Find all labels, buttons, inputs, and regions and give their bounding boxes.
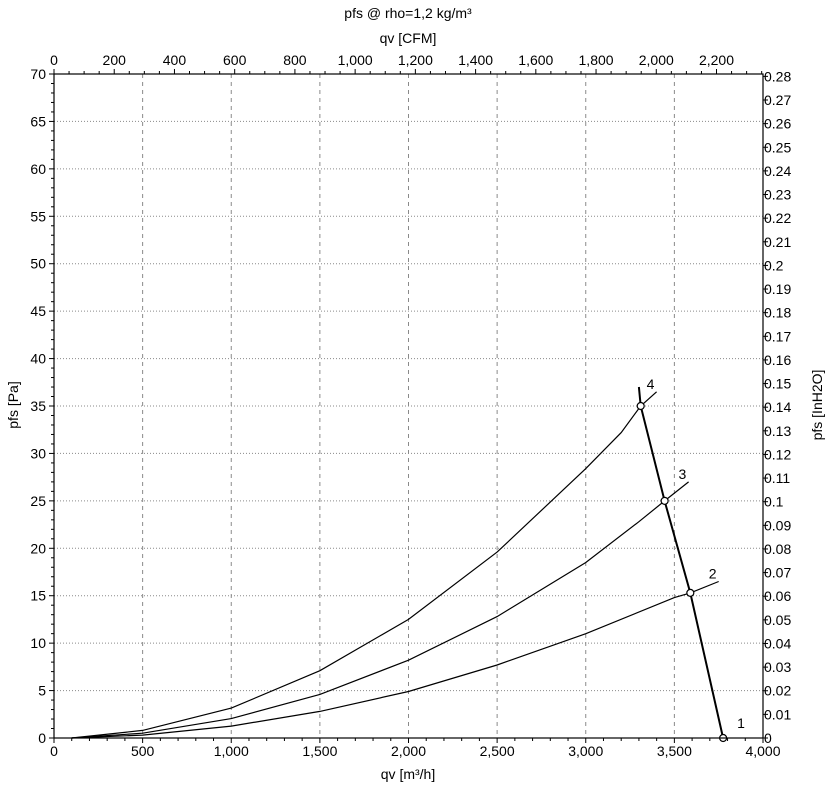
y-left-tick-label: 65	[30, 113, 46, 129]
y-right-tick-label: 0	[764, 730, 772, 746]
x-top-tick-label: 600	[223, 52, 247, 68]
x-top-tick-label: 200	[103, 52, 127, 68]
y-left-tick-label: 10	[30, 635, 46, 651]
top-x-axis-title: qv [CFM]	[380, 30, 437, 46]
y-right-tick-label: 0.15	[764, 376, 791, 392]
y-right-tick-label: 0.13	[764, 423, 791, 439]
y-right-tick-label: 0.11	[764, 470, 790, 486]
x-top-tick-label: 1,400	[458, 52, 493, 68]
y-right-tick-label: 0.22	[764, 210, 791, 226]
operating-points	[636, 401, 728, 743]
curve-label-4: 4	[647, 376, 655, 392]
y-left-tick-label: 5	[38, 683, 46, 699]
x-top-tick-label: 1,600	[518, 52, 553, 68]
operating-point-4	[636, 401, 645, 411]
x-top-tick-label: 1,800	[579, 52, 614, 68]
y-right-tick-label: 0.27	[764, 92, 791, 108]
y-left-tick-label: 30	[30, 445, 46, 461]
y-right-tick-label: 0.26	[764, 116, 791, 132]
y-left-tick-label: 20	[30, 540, 46, 556]
y-right-tick-label: 0.03	[764, 659, 791, 675]
y-left-tick-label: 55	[30, 208, 46, 224]
system-curve-3	[71, 481, 689, 739]
operating-line-group: 1	[637, 386, 745, 739]
y-left-tick-label: 45	[30, 303, 46, 319]
y-right-tick-label: 0.12	[764, 446, 791, 462]
y-right-tick-label: 0.02	[764, 683, 791, 699]
y-left-tick-label: 50	[30, 256, 46, 272]
x-top-tick-label: 0	[50, 52, 58, 68]
x-top-tick-label: 2,000	[639, 52, 674, 68]
y-right-tick-label: 0.07	[764, 565, 791, 581]
x-bottom-tick-label: 4,000	[745, 743, 780, 759]
x-bottom-tick-label: 3,000	[568, 743, 603, 759]
system-curves: 2 3 4	[71, 376, 719, 739]
curve-label-2: 2	[709, 565, 717, 581]
operating-line	[637, 386, 725, 739]
y-left-tick-label: 40	[30, 351, 46, 367]
plot-frame	[53, 73, 764, 739]
y-left-tick-label: 70	[30, 66, 46, 82]
y-right-tick-label: 0.2	[764, 257, 784, 273]
y-left-tick-label: 60	[30, 161, 46, 177]
x-bottom-tick-label: 1,500	[302, 743, 337, 759]
bottom-x-axis-title: qv [m³/h]	[381, 766, 435, 782]
operating-line-label: 1	[737, 715, 745, 731]
x-bottom-tick-label: 2,500	[480, 743, 515, 759]
curve-label-3: 3	[679, 466, 687, 482]
y-right-tick-label: 0.1	[764, 494, 784, 510]
y-left-tick-label: 0	[38, 730, 46, 746]
operating-point-2	[686, 588, 695, 597]
x-top-tick-label: 2,200	[699, 52, 734, 68]
y-left-tick-label: 15	[30, 588, 46, 604]
y-right-tick-label: 0.16	[764, 352, 791, 368]
y-left-tick-label: 25	[30, 493, 46, 509]
y-right-tick-label: 0.25	[764, 139, 791, 155]
x-bottom-tick-label: 500	[131, 743, 155, 759]
y-right-tick-label: 0.08	[764, 541, 791, 557]
x-top-tick-label: 1,000	[338, 52, 373, 68]
y-right-tick-label: 0.23	[764, 187, 791, 203]
x-bottom-tick-label: 2,000	[391, 743, 426, 759]
operating-point-3	[660, 496, 669, 505]
chart-title: pfs @ rho=1,2 kg/m³	[344, 5, 472, 21]
x-bottom-tick-label: 1,000	[214, 743, 249, 759]
y-right-tick-label: 0.14	[764, 399, 791, 415]
grid	[54, 74, 763, 738]
x-top-tick-label: 400	[163, 52, 187, 68]
y-right-tick-label: 0.05	[764, 612, 791, 628]
left-y-axis-title: pfs [Pa]	[5, 381, 21, 428]
system-curve-2	[71, 580, 719, 739]
y-right-tick-label: 0.19	[764, 281, 791, 297]
y-right-tick-label: 0.28	[764, 68, 791, 84]
y-right-tick-label: 0.18	[764, 305, 791, 321]
y-right-tick-label: 0.21	[764, 234, 791, 250]
right-y-axis-title: pfs [InH2O]	[809, 370, 825, 441]
y-left-tick-label: 35	[30, 398, 46, 414]
x-bottom-tick-label: 3,500	[657, 743, 692, 759]
y-right-tick-label: 0.17	[764, 328, 791, 344]
x-bottom-tick-label: 0	[50, 743, 58, 759]
y-right-tick-label: 0.06	[764, 588, 791, 604]
y-right-tick-label: 0.01	[764, 706, 791, 722]
system-curve-4	[71, 391, 657, 739]
x-top-tick-label: 1,200	[398, 52, 433, 68]
y-right-tick-label: 0.09	[764, 517, 791, 533]
y-right-tick-label: 0.24	[764, 163, 791, 179]
y-right-tick-label: 0.04	[764, 635, 791, 651]
tick-labels: 0 500 1,000 1,500 2,000 2,500 3,000 3,500 4,0000…	[30, 52, 791, 759]
x-top-tick-label: 800	[283, 52, 307, 68]
